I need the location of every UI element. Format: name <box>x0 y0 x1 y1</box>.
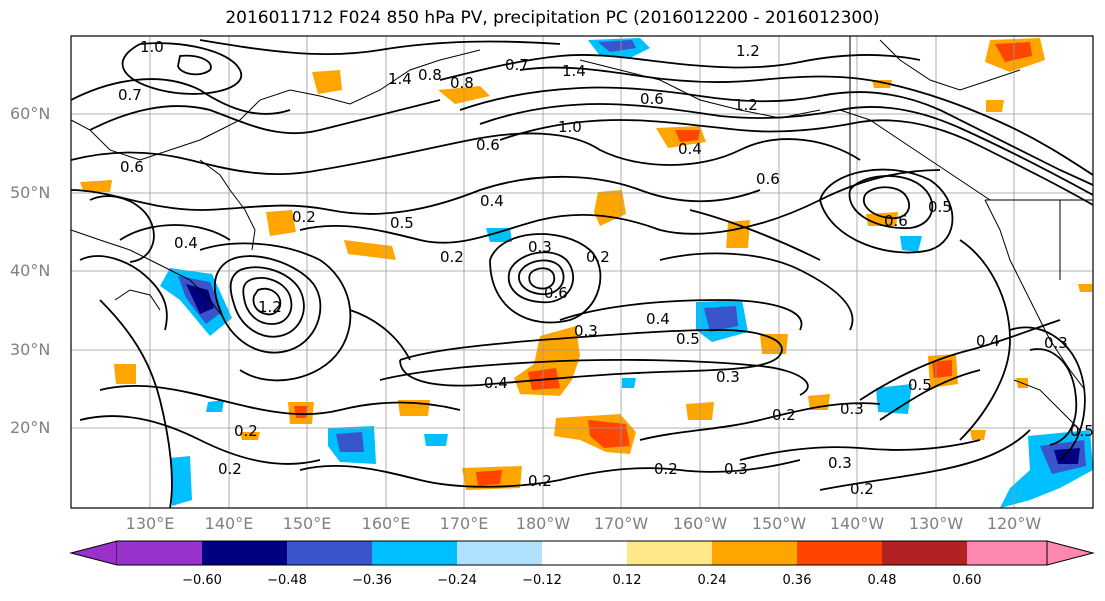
contour-label: 1.4 <box>562 62 586 80</box>
contour-label: 0.6 <box>544 284 568 302</box>
contour-labels: 1.0 0.7 0.6 0.8 1.4 0.8 0.7 1.4 1.2 1.0 … <box>118 38 1094 498</box>
contour-label: 0.5 <box>676 330 700 348</box>
contour-label: 0.6 <box>884 212 908 230</box>
lon-label: 160°W <box>672 514 728 533</box>
contour-label: 1.0 <box>140 38 164 56</box>
colorbar-tick-label: −0.12 <box>522 573 562 588</box>
colorbar-swatch <box>287 541 372 565</box>
colorbar-tick-label: −0.24 <box>437 573 477 588</box>
colorbar-swatch <box>202 541 287 565</box>
lat-label: 60°N <box>10 104 51 123</box>
contour-label: 0.2 <box>586 248 610 266</box>
contour-label: 0.8 <box>418 66 442 84</box>
contour-label: 0.2 <box>218 460 242 478</box>
colorbar-tick-label: 0.48 <box>867 573 897 588</box>
lon-label: 140°W <box>829 514 885 533</box>
precipitation-shading <box>80 38 1093 508</box>
contour-label: 0.8 <box>450 74 474 92</box>
contour-label: 0.2 <box>654 460 678 478</box>
contour-label: 0.2 <box>772 406 796 424</box>
map-title: 2016011712 F024 850 hPa PV, precipitatio… <box>225 8 880 28</box>
colorbar-extend-high <box>1046 540 1095 566</box>
contour-label: 0.5 <box>1070 422 1094 440</box>
pv-contours <box>70 39 1094 509</box>
colorbar-swatch <box>457 541 542 565</box>
lat-label: 20°N <box>10 418 51 437</box>
colorbar-swatch <box>967 541 1047 565</box>
lat-label: 30°N <box>10 340 51 359</box>
contour-label: 0.4 <box>484 374 508 392</box>
contour-label: 0.2 <box>528 472 552 490</box>
contour-label: 1.0 <box>558 118 582 136</box>
contour-label: 0.7 <box>505 56 529 74</box>
lon-label: 140°E <box>204 514 254 533</box>
lat-label: 40°N <box>10 261 51 280</box>
contour-label: 1.2 <box>734 96 758 114</box>
contour-label: 0.5 <box>928 198 952 216</box>
lon-label: 150°W <box>751 514 807 533</box>
colorbar-tick-label: 0.36 <box>782 573 812 588</box>
contour-label: 0.3 <box>828 454 852 472</box>
contour-label: 0.4 <box>646 310 670 328</box>
colorbar-tick-label: 0.60 <box>952 573 982 588</box>
contour-label: 0.4 <box>678 140 702 158</box>
colorbar-swatch <box>712 541 797 565</box>
lon-label: 180°W <box>515 514 571 533</box>
lon-label: 130°E <box>125 514 175 533</box>
contour-label: 0.4 <box>976 332 1000 350</box>
colorbar-swatch <box>542 541 627 565</box>
colorbar-swatch <box>882 541 967 565</box>
lon-label: 150°E <box>282 514 332 533</box>
contour-label: 0.6 <box>120 158 144 176</box>
lon-label: 130°W <box>908 514 964 533</box>
contour-label: 0.4 <box>174 234 198 252</box>
contour-label: 0.2 <box>440 248 464 266</box>
contour-label: 0.5 <box>390 214 414 232</box>
contour-label: 0.3 <box>840 400 864 418</box>
lon-label: 120°W <box>986 514 1042 533</box>
contour-label: 0.3 <box>716 368 740 386</box>
contour-label: 0.5 <box>908 376 932 394</box>
graticule-grid <box>71 36 1093 508</box>
lon-label: 170°W <box>593 514 649 533</box>
colorbar-tick-label: −0.36 <box>352 573 392 588</box>
contour-label: 0.3 <box>1044 334 1068 352</box>
contour-label: 0.7 <box>118 86 142 104</box>
contour-label: 0.3 <box>724 460 748 478</box>
contour-label: 0.6 <box>756 170 780 188</box>
contour-label: 0.3 <box>528 238 552 256</box>
contour-label: 1.2 <box>736 42 760 60</box>
contour-label: 0.3 <box>574 322 598 340</box>
map-border <box>70 35 1094 509</box>
colorbar-swatch <box>627 541 712 565</box>
lon-label: 170°E <box>439 514 489 533</box>
colorbar-swatch <box>117 541 202 565</box>
colorbar-tick-label: 0.24 <box>697 573 727 588</box>
contour-label: 1.2 <box>258 298 282 316</box>
colorbar-tick-label: −0.60 <box>182 573 222 588</box>
colorbar-tick-label: 0.12 <box>612 573 642 588</box>
contour-label: 0.6 <box>476 136 500 154</box>
contour-label: 0.2 <box>234 422 258 440</box>
colorbar-swatch <box>797 541 882 565</box>
contour-label: 1.4 <box>388 70 412 88</box>
contour-label: 0.6 <box>640 90 664 108</box>
colorbar-tick-label: −0.48 <box>267 573 307 588</box>
colorbar-swatch <box>372 541 457 565</box>
colorbar <box>69 540 1095 566</box>
colorbar-extend-low <box>69 540 118 566</box>
lon-label: 160°E <box>361 514 411 533</box>
contour-label: 0.2 <box>850 480 874 498</box>
contour-label: 0.2 <box>292 208 316 226</box>
contour-label: 0.4 <box>480 192 504 210</box>
lat-label: 50°N <box>10 183 51 202</box>
